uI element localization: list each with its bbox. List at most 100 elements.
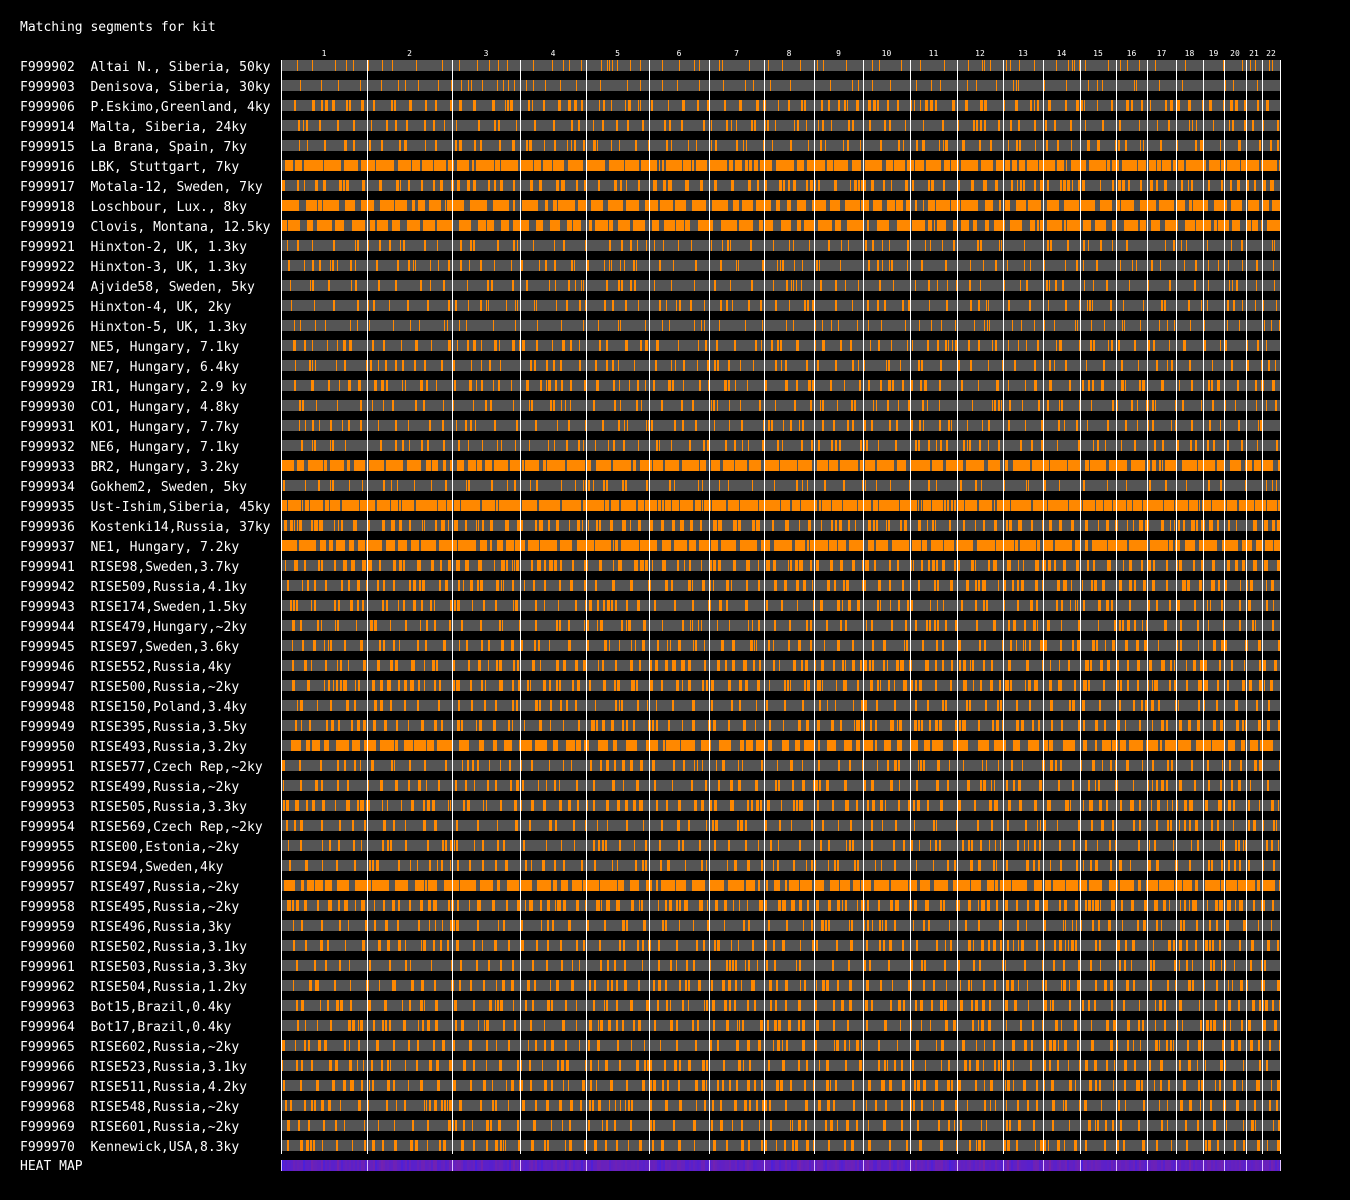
match-segment — [831, 520, 833, 531]
match-segment — [963, 440, 965, 451]
match-segment — [1105, 440, 1106, 451]
match-segment — [433, 940, 435, 951]
match-segment — [786, 320, 787, 331]
match-segment — [705, 340, 707, 351]
match-segment — [935, 100, 937, 111]
match-segment — [796, 280, 797, 291]
kit-id: F999968 — [20, 1100, 75, 1115]
match-segment — [658, 960, 660, 971]
match-segment — [876, 540, 888, 551]
match-segment — [911, 960, 913, 971]
match-segment — [638, 1020, 641, 1031]
match-segment — [455, 140, 457, 151]
match-segment — [1028, 840, 1029, 851]
match-segment — [405, 620, 407, 631]
match-segment — [692, 580, 693, 591]
sample-name: La Brana, Spain, 7ky — [90, 140, 247, 155]
match-segment — [954, 1120, 955, 1131]
match-segment — [830, 380, 832, 391]
match-segment — [429, 860, 431, 871]
match-segment — [539, 520, 543, 531]
match-segment — [861, 880, 871, 891]
match-segment — [299, 420, 300, 431]
match-segment — [368, 60, 369, 71]
match-segment — [671, 140, 672, 151]
match-segment — [618, 560, 622, 571]
match-segment — [936, 780, 939, 791]
match-segment — [548, 440, 549, 451]
match-segment — [1256, 260, 1258, 271]
match-segment — [948, 420, 950, 431]
match-segment — [391, 100, 393, 111]
match-segment — [1057, 140, 1059, 151]
match-segment — [715, 900, 718, 911]
match-segment — [587, 920, 589, 931]
match-segment — [798, 1120, 801, 1131]
match-segment — [379, 640, 381, 651]
kit-id: F999945 — [20, 640, 75, 655]
match-segment — [589, 680, 591, 691]
match-segment — [818, 1100, 821, 1111]
match-segment — [593, 840, 595, 851]
match-segment — [1152, 400, 1154, 411]
match-segment — [915, 280, 916, 291]
match-segment — [625, 1100, 626, 1111]
match-segment — [676, 880, 686, 891]
match-segment — [854, 400, 856, 411]
match-segment — [513, 400, 514, 411]
match-segment — [1079, 1060, 1080, 1071]
match-segment — [736, 1080, 738, 1091]
match-segment — [384, 1000, 387, 1011]
match-segment — [790, 680, 791, 691]
match-segment — [733, 560, 736, 571]
match-segment — [589, 1020, 592, 1031]
match-segment — [1024, 620, 1026, 631]
match-segment — [1047, 240, 1049, 251]
match-segment — [745, 320, 746, 331]
match-segment — [799, 520, 800, 531]
match-segment — [986, 1120, 987, 1131]
match-segment — [769, 720, 771, 731]
match-segment — [526, 280, 528, 291]
match-segment — [659, 440, 660, 451]
match-segment — [783, 180, 785, 191]
match-segment — [900, 520, 902, 531]
match-segment — [1194, 780, 1196, 791]
match-segment — [1258, 1040, 1260, 1051]
match-segment — [1106, 1060, 1108, 1071]
match-segment — [1075, 1080, 1076, 1091]
match-segment — [702, 760, 703, 771]
match-segment — [544, 140, 545, 151]
match-segment — [1170, 820, 1172, 831]
match-segment — [444, 120, 445, 131]
match-segment — [853, 700, 854, 711]
match-segment — [476, 160, 494, 171]
match-segment — [599, 100, 600, 111]
match-segment — [849, 980, 852, 991]
match-segment — [893, 840, 895, 851]
match-segment — [702, 1080, 705, 1091]
match-segment — [1010, 640, 1012, 651]
match-segment — [473, 180, 476, 191]
match-segment — [369, 860, 371, 871]
match-segment — [485, 400, 487, 411]
match-segment — [1271, 1080, 1272, 1091]
match-segment — [1276, 820, 1277, 831]
match-segment — [882, 820, 883, 831]
match-segment — [353, 60, 354, 71]
match-segment — [796, 340, 799, 351]
match-segment — [667, 1080, 669, 1091]
match-segment — [1195, 260, 1197, 271]
match-segment — [467, 180, 470, 191]
match-segment — [576, 780, 578, 791]
match-segment — [1278, 500, 1280, 511]
match-segment — [1191, 760, 1193, 771]
match-segment — [700, 520, 702, 531]
row-track — [281, 720, 1280, 731]
match-segment — [435, 1020, 438, 1031]
match-segment — [937, 600, 938, 611]
match-segment — [785, 520, 789, 531]
match-segment — [664, 220, 675, 231]
row-label: F999953 RISE505,Russia,3.3ky — [20, 799, 278, 819]
match-segment — [616, 1020, 618, 1031]
